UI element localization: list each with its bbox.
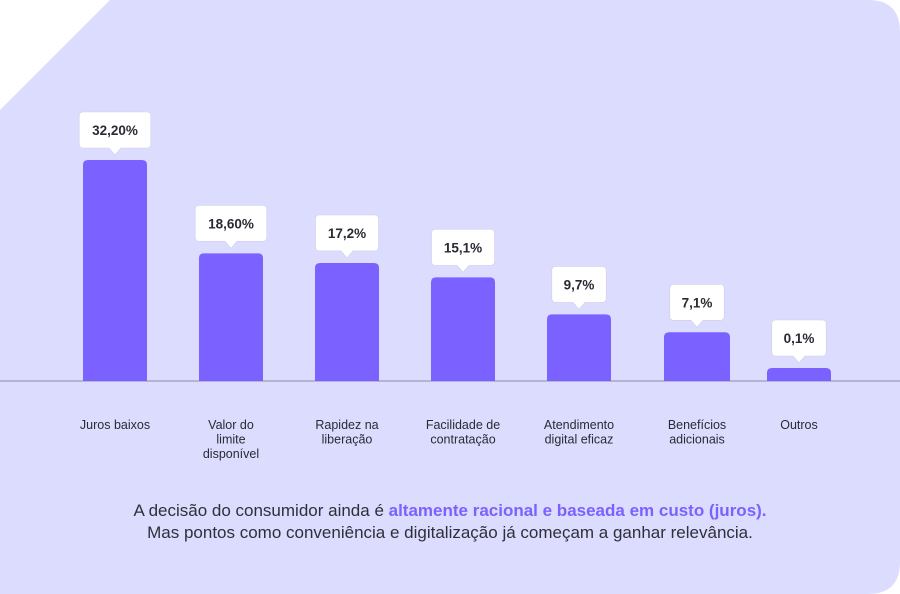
category-label-4-line-2: contratação bbox=[430, 433, 495, 447]
value-label-6: 7,1% bbox=[682, 295, 713, 310]
category-label-4-line-1: Facilidade de bbox=[426, 418, 500, 432]
caption-line-1: A decisão do consumidor ainda é altament… bbox=[0, 500, 900, 522]
bar-1 bbox=[83, 160, 147, 381]
value-label-3: 17,2% bbox=[328, 226, 366, 241]
value-callout-6 bbox=[669, 283, 725, 328]
category-label-2-line-1: Valor do bbox=[208, 418, 254, 432]
bar-5 bbox=[547, 314, 611, 381]
caption-line-2: Mas pontos como conveniência e digitaliz… bbox=[147, 523, 753, 542]
category-label-6-line-2: adicionais bbox=[669, 433, 725, 447]
value-callout-5 bbox=[551, 266, 607, 310]
bar-3 bbox=[315, 262, 379, 381]
value-label-2: 18,60% bbox=[208, 216, 254, 231]
value-label-4: 15,1% bbox=[444, 240, 482, 255]
value-callout-3 bbox=[315, 214, 379, 259]
value-callout-4 bbox=[431, 229, 495, 273]
value-callout-2 bbox=[194, 205, 268, 249]
category-label-1: Juros baixos bbox=[80, 418, 150, 432]
value-label-7: 0,1% bbox=[784, 331, 815, 346]
value-callout-1 bbox=[78, 111, 152, 156]
bar-7 bbox=[767, 368, 831, 381]
category-label-3-line-2: liberação bbox=[322, 433, 373, 447]
bar-2 bbox=[199, 253, 263, 381]
category-label-2-line-2: limite bbox=[216, 433, 245, 447]
category-label-5-line-2: digital eficaz bbox=[545, 433, 614, 447]
category-label-3-line-1: Rapidez na bbox=[315, 418, 378, 432]
value-label-1: 32,20% bbox=[92, 123, 138, 138]
bar-6 bbox=[664, 332, 730, 381]
chart-caption: A decisão do consumidor ainda é altament… bbox=[0, 500, 900, 544]
value-callout-7 bbox=[771, 319, 827, 364]
category-label-6-line-1: Benefícios bbox=[668, 418, 726, 432]
category-label-7: Outros bbox=[780, 418, 818, 432]
category-label-2-line-3: disponível bbox=[203, 447, 259, 461]
caption-highlight: altamente racional e baseada em custo (j… bbox=[388, 501, 767, 520]
caption-line-1-text: A decisão do consumidor ainda é bbox=[133, 501, 389, 520]
bar-4 bbox=[431, 277, 495, 381]
category-label-5-line-1: Atendimento bbox=[544, 418, 614, 432]
value-label-5: 9,7% bbox=[564, 277, 595, 292]
